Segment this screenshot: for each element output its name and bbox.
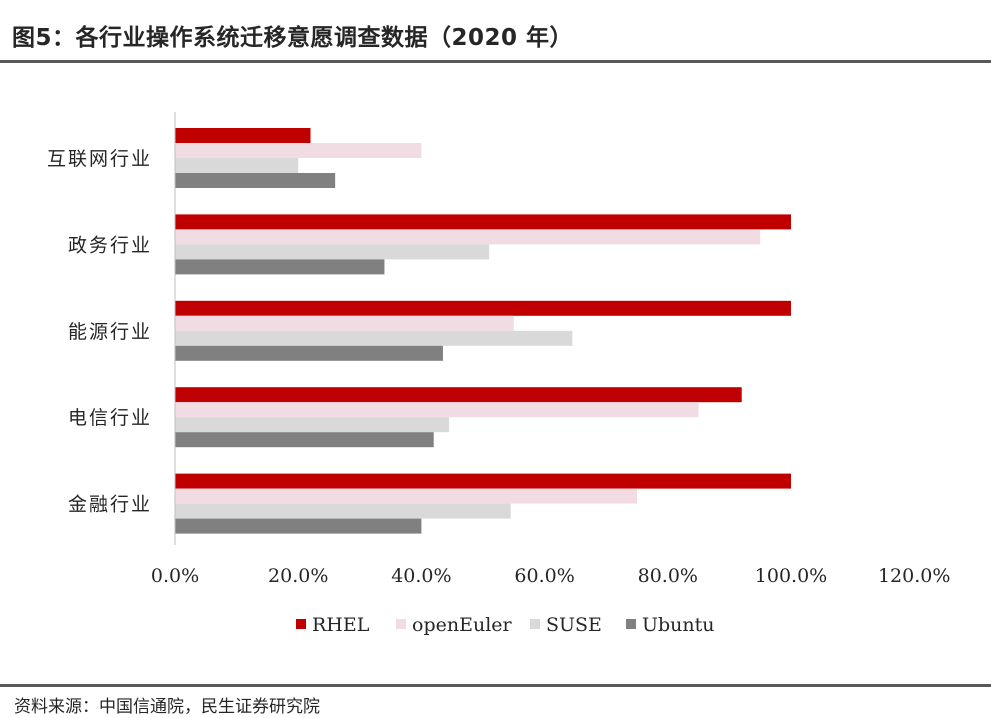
- bar-rhel-0: [175, 128, 311, 143]
- legend-label-openeuler: openEuler: [412, 614, 513, 636]
- bar-ubuntu-3: [175, 432, 434, 448]
- legend-label-suse: SUSE: [546, 614, 602, 636]
- legend-label-ubuntu: Ubuntu: [642, 614, 715, 636]
- category-label: 政务行业: [68, 234, 152, 256]
- bar-openeuler-3: [175, 402, 699, 418]
- bar-openeuler-0: [175, 143, 422, 158]
- bar-suse-3: [175, 417, 450, 433]
- chart-title: 图5：各行业操作系统迁移意愿调查数据（2020 年）: [12, 25, 574, 51]
- bar-suse-1: [175, 244, 490, 260]
- bar-suse-0: [175, 158, 299, 173]
- bar-suse-4: [175, 503, 511, 519]
- bottom-divider: [0, 684, 991, 687]
- x-tick-label: 0.0%: [151, 565, 199, 587]
- bar-suse-2: [175, 330, 573, 346]
- bar-rhel-2: [175, 300, 791, 316]
- bar-openeuler-2: [175, 315, 514, 331]
- x-tick-label: 40.0%: [391, 565, 451, 587]
- legend-swatch-ubuntu: [626, 619, 636, 629]
- bar-openeuler-4: [175, 488, 637, 504]
- bar-ubuntu-2: [175, 345, 443, 361]
- x-tick-label: 100.0%: [755, 565, 827, 587]
- x-tick-label: 60.0%: [514, 565, 574, 587]
- bar-rhel-4: [175, 473, 791, 489]
- bar-ubuntu-0: [175, 173, 336, 188]
- bars-layer: [175, 128, 791, 534]
- x-tick-labels: 0.0% 20.0% 40.0% 60.0% 80.0% 100.0% 120.0%: [151, 565, 951, 587]
- x-tick-label: 120.0%: [878, 565, 950, 587]
- legend-label-rhel: RHEL: [312, 614, 370, 636]
- legend-swatch-suse: [530, 619, 540, 629]
- category-label: 金融行业: [68, 494, 152, 516]
- category-label: 电信行业: [68, 407, 152, 429]
- bar-rhel-1: [175, 214, 791, 230]
- legend-swatch-rhel: [296, 619, 306, 629]
- bar-ubuntu-1: [175, 259, 385, 275]
- x-tick-label: 20.0%: [268, 565, 328, 587]
- source-note: 资料来源：中国信通院，民生证券研究院: [14, 697, 320, 717]
- category-label: 能源行业: [68, 321, 152, 343]
- bar-openeuler-1: [175, 229, 761, 245]
- bar-ubuntu-4: [175, 518, 422, 534]
- legend-swatch-openeuler: [396, 619, 406, 629]
- legend: RHEL openEuler SUSE Ubuntu: [296, 614, 715, 636]
- x-tick-label: 80.0%: [638, 565, 698, 587]
- top-divider: [0, 60, 991, 63]
- category-label: 互联网行业: [47, 148, 152, 170]
- bar-rhel-3: [175, 387, 742, 403]
